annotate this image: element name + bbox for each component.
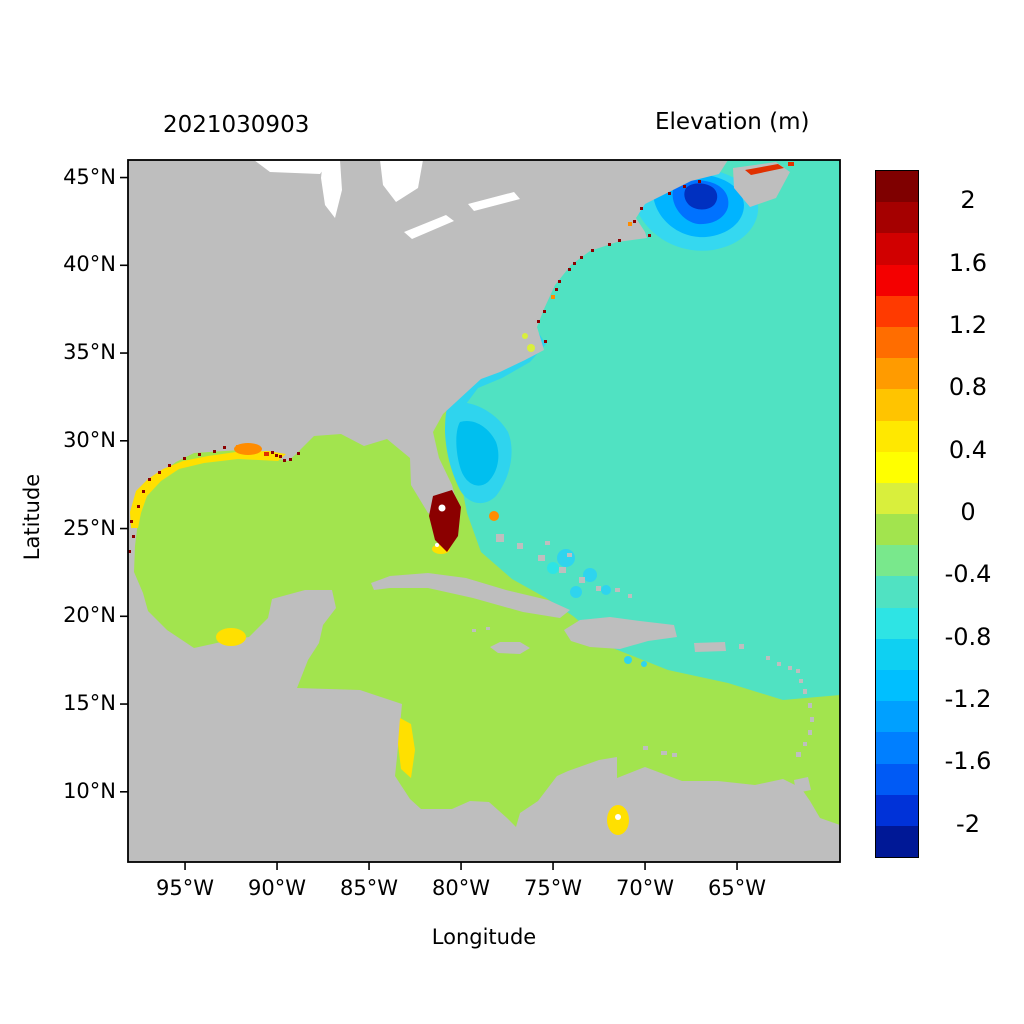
- colorbar: [875, 170, 919, 858]
- pamlico-sound-patches: [522, 333, 535, 352]
- colorbar-segment-13: [876, 576, 918, 608]
- colorbar-segment-15: [876, 638, 918, 670]
- colorbar-segment-10: [876, 482, 918, 515]
- se-shelf-cyan-core: [456, 420, 499, 486]
- colorbar-segment-18: [876, 732, 918, 764]
- colorbar-segment-6: [876, 358, 918, 390]
- colorbar-segment-0: [876, 171, 918, 203]
- bay-of-fundy-core: [684, 183, 718, 210]
- bahamas-turquoise-patch: [547, 562, 559, 574]
- colorbar-segment-1: [876, 202, 918, 234]
- colorbar-segment-17: [876, 701, 918, 733]
- campeche-yellow-patch: [216, 628, 246, 646]
- small-lakes-dots: [435, 504, 621, 820]
- colorbar-segments: [876, 171, 918, 858]
- colorbar-segment-21: [876, 825, 918, 858]
- colorbar-segment-20: [876, 794, 918, 826]
- colorbar-segment-8: [876, 420, 918, 452]
- colorbar-segment-9: [876, 451, 918, 483]
- plot-frame: [127, 159, 841, 863]
- colorbar-segment-2: [876, 233, 918, 265]
- great-lakes: [254, 160, 520, 239]
- colorbar-segment-7: [876, 389, 918, 421]
- plot-title-right: Elevation (m): [655, 109, 810, 135]
- colorbar-segment-12: [876, 545, 918, 577]
- colorbar-segment-14: [876, 607, 918, 639]
- x-axis-title: Longitude: [431, 925, 537, 949]
- plot-title-left: 2021030903: [163, 112, 310, 138]
- mainland-land-mask: [128, 160, 840, 862]
- colorbar-segment-4: [876, 295, 918, 327]
- orange-anomalies: [234, 222, 632, 521]
- tick-marks: [120, 176, 738, 870]
- colorbar-segment-19: [876, 763, 918, 795]
- colorbar-segment-5: [876, 326, 918, 359]
- colorbar-segment-3: [876, 264, 918, 296]
- map-layers: [128, 160, 840, 862]
- colorbar-segment-16: [876, 670, 918, 702]
- colorbar-segment-11: [876, 514, 918, 546]
